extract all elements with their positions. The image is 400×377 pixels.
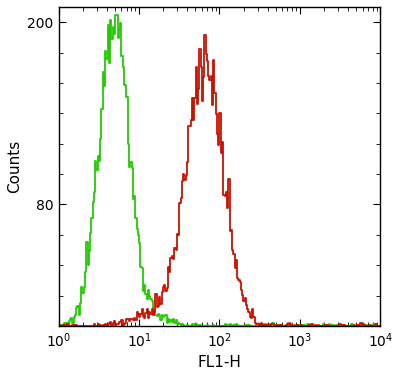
Y-axis label: Counts: Counts bbox=[7, 140, 22, 193]
X-axis label: FL1-H: FL1-H bbox=[198, 355, 242, 370]
